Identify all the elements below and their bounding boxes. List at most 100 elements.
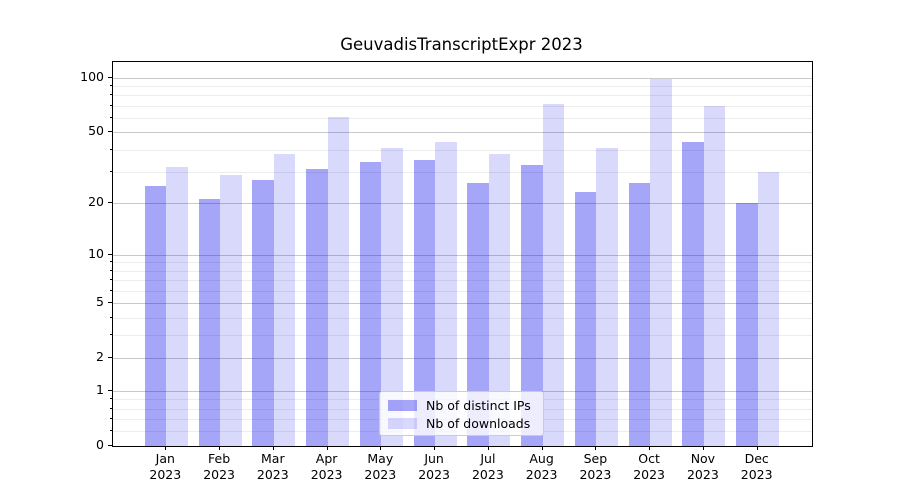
x-tick-mark [702, 446, 704, 450]
y-tick-mark [108, 202, 112, 203]
x-tick-label: Sep 2023 [579, 451, 612, 482]
x-tick-mark [487, 446, 489, 450]
x-tick-label: Feb 2023 [203, 451, 235, 482]
legend-swatch-downloads-icon [388, 418, 417, 429]
bar-downloads [703, 105, 726, 446]
y-minor-tick-mark [109, 170, 112, 172]
bar-downloads [435, 142, 457, 446]
y-tick-label: 2 [96, 349, 104, 365]
x-tick-label: Nov 2023 [686, 451, 719, 482]
x-tick-mark [649, 446, 651, 450]
gridline-minor [113, 270, 812, 272]
bar-downloads [166, 166, 188, 446]
y-minor-tick-mark [109, 418, 112, 420]
gridline-minor [113, 105, 812, 107]
legend-swatch-distinct-ips-icon [388, 400, 417, 411]
y-minor-tick-mark [109, 398, 112, 400]
x-tick-label: Oct 2023 [633, 451, 665, 482]
y-minor-tick-mark [109, 148, 112, 150]
y-tick-mark [108, 357, 112, 359]
bar-downloads [220, 174, 242, 446]
y-minor-tick-mark [109, 279, 112, 280]
x-tick-mark [219, 446, 221, 450]
gridline-minor [113, 95, 812, 97]
legend-label-distinct-ips: Nb of distinct IPs [426, 398, 531, 413]
y-tick-mark [108, 131, 112, 133]
x-tick-mark [434, 446, 436, 450]
gridline-minor [113, 85, 812, 87]
x-tick-mark [541, 446, 543, 450]
gridline-minor [113, 171, 812, 173]
x-tick-label: Jun 2023 [418, 451, 450, 482]
y-tick-label: 100 [80, 68, 104, 84]
gridline-minor [113, 290, 812, 292]
gridline-major [113, 303, 812, 304]
y-tick-mark [108, 302, 112, 303]
bar-downloads [327, 116, 350, 446]
bar-distinct-ips [736, 203, 758, 446]
y-minor-tick-mark [109, 116, 112, 118]
bar-distinct-ips [628, 182, 651, 446]
bar-distinct-ips [521, 164, 543, 446]
bar-distinct-ips [144, 185, 167, 446]
chart-title: GeuvadisTranscriptExpr 2023 [340, 35, 583, 54]
x-tick-label: Jan 2023 [149, 451, 182, 482]
gridline-major [113, 358, 812, 360]
y-minor-tick-mark [109, 407, 112, 409]
x-tick-label: May 2023 [364, 451, 397, 482]
x-tick-label: Mar 2023 [256, 451, 289, 482]
x-tick-mark [165, 446, 167, 450]
gridline-minor [113, 335, 812, 337]
x-tick-label: Jul 2023 [471, 451, 504, 482]
x-tick-mark [756, 446, 758, 450]
bar-distinct-ips [359, 162, 382, 446]
x-tick-mark [380, 446, 382, 450]
y-tick-mark [108, 389, 112, 391]
bar-distinct-ips [413, 160, 436, 446]
gridline-major [113, 254, 812, 256]
gridline-minor [113, 262, 812, 264]
y-tick-label: 10 [88, 245, 104, 261]
x-tick-label: Dec 2023 [740, 451, 773, 482]
gridline-major [113, 203, 812, 204]
gridline-minor [113, 280, 812, 281]
legend-item-downloads: Nb of downloads [388, 415, 535, 432]
gridline-minor [113, 317, 812, 319]
bar-distinct-ips [574, 192, 597, 446]
gridline-major [113, 77, 812, 79]
bar-downloads [488, 153, 511, 446]
y-minor-tick-mark [109, 104, 112, 106]
bar-distinct-ips [467, 182, 489, 446]
gridline-minor [113, 117, 812, 119]
y-tick-label: 20 [88, 194, 104, 209]
y-minor-tick-mark [109, 289, 112, 291]
bar-downloads [273, 153, 296, 446]
bar-downloads [596, 147, 618, 446]
y-tick-label: 1 [96, 381, 104, 397]
y-tick-label: 0 [96, 437, 104, 452]
bar-downloads [757, 171, 780, 446]
x-tick-mark [595, 446, 597, 450]
y-minor-tick-mark [109, 261, 112, 263]
y-tick-mark [108, 445, 112, 446]
legend: Nb of distinct IPs Nb of downloads [379, 391, 544, 436]
y-minor-tick-mark [109, 316, 112, 318]
y-minor-tick-mark [109, 84, 112, 86]
y-minor-tick-mark [109, 334, 112, 336]
legend-label-downloads: Nb of downloads [426, 416, 531, 431]
bar-distinct-ips [306, 169, 328, 446]
bar-distinct-ips [682, 142, 704, 446]
legend-item-distinct-ips: Nb of distinct IPs [388, 397, 535, 414]
bar-distinct-ips [252, 180, 274, 446]
y-tick-mark [108, 253, 112, 255]
x-tick-label: Aug 2023 [525, 451, 558, 482]
y-minor-tick-mark [109, 269, 112, 271]
y-tick-mark [108, 76, 112, 78]
y-minor-tick-mark [109, 430, 112, 432]
bar-distinct-ips [198, 199, 221, 446]
gridline-minor [113, 149, 812, 151]
gridline-major [113, 132, 812, 134]
x-tick-label: Apr 2023 [310, 451, 343, 482]
x-tick-mark [326, 446, 328, 450]
